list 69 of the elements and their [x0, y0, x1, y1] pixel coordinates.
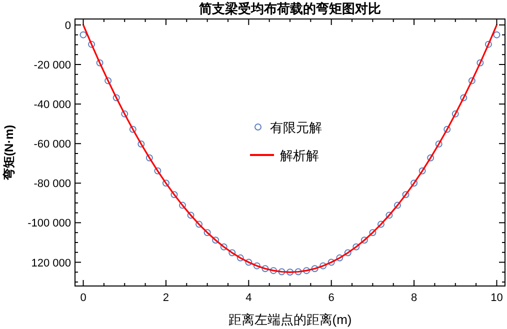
point [253, 262, 260, 270]
point [476, 59, 484, 66]
point [336, 254, 344, 262]
y-tick-label: -20 000 [34, 59, 71, 72]
point [369, 229, 376, 236]
point [187, 212, 194, 219]
point [146, 154, 153, 162]
x-tick-label: 4 [246, 292, 252, 304]
point [352, 243, 360, 250]
point [377, 220, 384, 228]
point [418, 167, 426, 174]
point [96, 59, 104, 66]
y-tick-label: 120 000 [31, 257, 71, 270]
y-tick-label: -40 000 [34, 99, 71, 112]
point [493, 31, 500, 38]
point [121, 110, 128, 118]
y-axis-title: 弯矩(N·m) [2, 124, 16, 182]
point [452, 110, 459, 118]
point [402, 191, 410, 198]
point [360, 236, 368, 244]
point [270, 267, 277, 274]
point [236, 254, 244, 262]
x-tick-label: 0 [80, 292, 86, 304]
point [245, 258, 252, 266]
point [286, 268, 294, 276]
point [162, 180, 170, 187]
x-axis-title: 距离左端点的距离(m) [228, 312, 352, 327]
point [112, 94, 120, 102]
point [328, 258, 335, 266]
point [394, 202, 401, 209]
x-tick-label: 10 [490, 292, 503, 304]
point [311, 265, 318, 272]
point [427, 154, 434, 162]
point [444, 126, 451, 133]
point [138, 140, 145, 148]
point [468, 77, 476, 84]
y-tick-label: -60 000 [34, 138, 71, 151]
point [410, 180, 418, 187]
legend-label: 有限元解 [270, 120, 322, 135]
y-tick-label: -80 000 [34, 178, 71, 190]
point [460, 94, 468, 102]
point [262, 265, 269, 272]
point [196, 220, 203, 228]
point [344, 249, 352, 256]
point [154, 167, 162, 174]
point [278, 268, 286, 276]
point [204, 229, 211, 236]
point [104, 77, 112, 84]
point [129, 126, 136, 133]
point [484, 40, 492, 48]
point [303, 267, 310, 274]
point [228, 249, 236, 256]
x-tick-label: 6 [328, 292, 334, 304]
point [220, 243, 228, 250]
point [212, 236, 220, 244]
point [170, 191, 178, 198]
legend-label: 解析解 [280, 148, 319, 163]
point [320, 262, 327, 270]
point [80, 31, 87, 38]
y-tick-label: 0 [64, 20, 71, 32]
x-tick-label: 2 [162, 292, 170, 304]
point [88, 40, 96, 48]
point [386, 212, 393, 219]
point [294, 268, 302, 276]
point [435, 140, 442, 148]
y-tick-label: -100 000 [28, 218, 71, 230]
chart-title: 简支梁受均布荷载的弯矩图对比 [198, 1, 381, 16]
x-tick-label: 8 [410, 292, 418, 304]
point [179, 202, 186, 209]
